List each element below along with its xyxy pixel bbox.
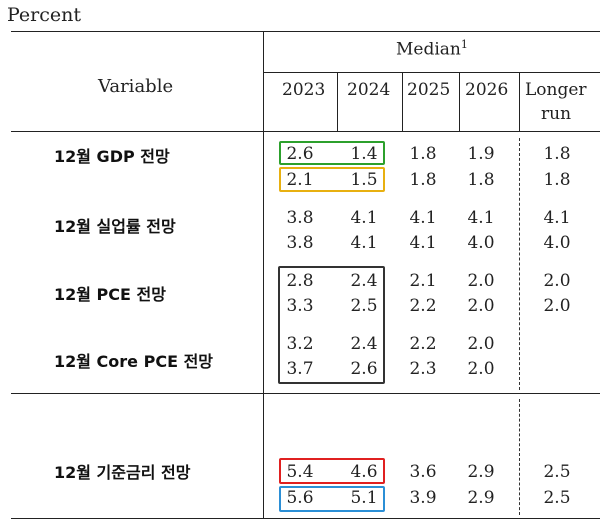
cell: 2.0 <box>467 296 495 316</box>
col-divider-2 <box>402 72 403 132</box>
cell: 2.5 <box>350 296 378 316</box>
cell: 4.1 <box>543 208 571 228</box>
median-footnote-marker: 1 <box>460 38 468 51</box>
longer-run-header-line1: Longer <box>525 80 587 100</box>
median-header: Median1 <box>396 38 468 60</box>
cell: 2.4 <box>350 271 378 291</box>
col-divider-4 <box>519 72 520 132</box>
highlight-box-green <box>279 141 385 165</box>
variable-header: Variable <box>98 76 174 97</box>
cell: 2.0 <box>467 359 495 379</box>
cell: 2.0 <box>467 334 495 354</box>
longer-run-dashed-separator <box>519 399 520 515</box>
cell: 4.0 <box>543 233 571 253</box>
row-label-pce: 12월 PCE 전망 <box>54 285 166 304</box>
cell: 5.4 <box>286 462 314 482</box>
year-header-2023: 2023 <box>282 80 326 100</box>
cell: 1.5 <box>350 170 378 190</box>
year-header-2024: 2024 <box>347 80 391 100</box>
cell: 4.1 <box>409 208 437 228</box>
top-rule <box>11 31 600 32</box>
highlight-box-blue <box>279 486 385 512</box>
col-divider-1 <box>337 72 338 132</box>
highlight-box-dark <box>278 266 385 384</box>
highlight-box-yellow <box>279 167 385 192</box>
cell: 1.8 <box>409 170 437 190</box>
cell: 4.1 <box>409 233 437 253</box>
cell: 2.0 <box>467 271 495 291</box>
cell: 4.1 <box>350 208 378 228</box>
cell: 2.5 <box>543 462 571 482</box>
cell: 2.6 <box>350 359 378 379</box>
cell: 1.9 <box>467 144 495 164</box>
section-rule <box>11 393 600 394</box>
cell: 2.8 <box>286 271 314 291</box>
cell: 2.6 <box>286 144 314 164</box>
row-label-policy-rate: 12월 기준금리 전망 <box>54 463 191 482</box>
cell: 3.2 <box>286 334 314 354</box>
cell: 1.8 <box>543 144 571 164</box>
cell: 2.2 <box>409 334 437 354</box>
cell: 5.1 <box>350 488 378 508</box>
cell: 2.9 <box>467 462 495 482</box>
cell: 1.4 <box>350 144 378 164</box>
cell: 3.6 <box>409 462 437 482</box>
cell: 2.4 <box>350 334 378 354</box>
col-divider-3 <box>459 72 460 132</box>
variable-divider <box>263 31 264 519</box>
cell: 1.8 <box>543 170 571 190</box>
cell: 3.7 <box>286 359 314 379</box>
unit-label: Percent <box>7 4 82 26</box>
cell: 2.9 <box>467 488 495 508</box>
row-label-unemployment: 12월 실업률 전망 <box>54 217 176 236</box>
median-header-text: Median <box>396 39 461 60</box>
cell: 1.8 <box>467 170 495 190</box>
cell: 2.0 <box>543 271 571 291</box>
cell: 2.0 <box>543 296 571 316</box>
row-label-gdp: 12월 GDP 전망 <box>54 147 170 166</box>
cell: 2.5 <box>543 488 571 508</box>
row-label-core-pce: 12월 Core PCE 전망 <box>54 352 214 371</box>
cell: 3.8 <box>286 208 314 228</box>
cell: 2.1 <box>409 271 437 291</box>
highlight-box-red <box>279 458 385 484</box>
header-bottom-rule <box>11 131 600 132</box>
cell: 4.1 <box>467 208 495 228</box>
cell: 2.3 <box>409 359 437 379</box>
cell: 2.1 <box>286 170 314 190</box>
cell: 5.6 <box>286 488 314 508</box>
cell: 3.8 <box>286 233 314 253</box>
cell: 1.8 <box>409 144 437 164</box>
cell: 3.9 <box>409 488 437 508</box>
longer-run-dashed-separator <box>519 138 520 390</box>
cell: 4.0 <box>467 233 495 253</box>
year-header-2025: 2025 <box>407 80 451 100</box>
bottom-rule <box>11 518 600 519</box>
cell: 2.2 <box>409 296 437 316</box>
cell: 4.1 <box>350 233 378 253</box>
years-rule <box>264 72 600 73</box>
year-header-2026: 2026 <box>465 80 509 100</box>
cell: 4.6 <box>350 462 378 482</box>
cell: 3.3 <box>286 296 314 316</box>
longer-run-header-line2: run <box>541 104 572 124</box>
